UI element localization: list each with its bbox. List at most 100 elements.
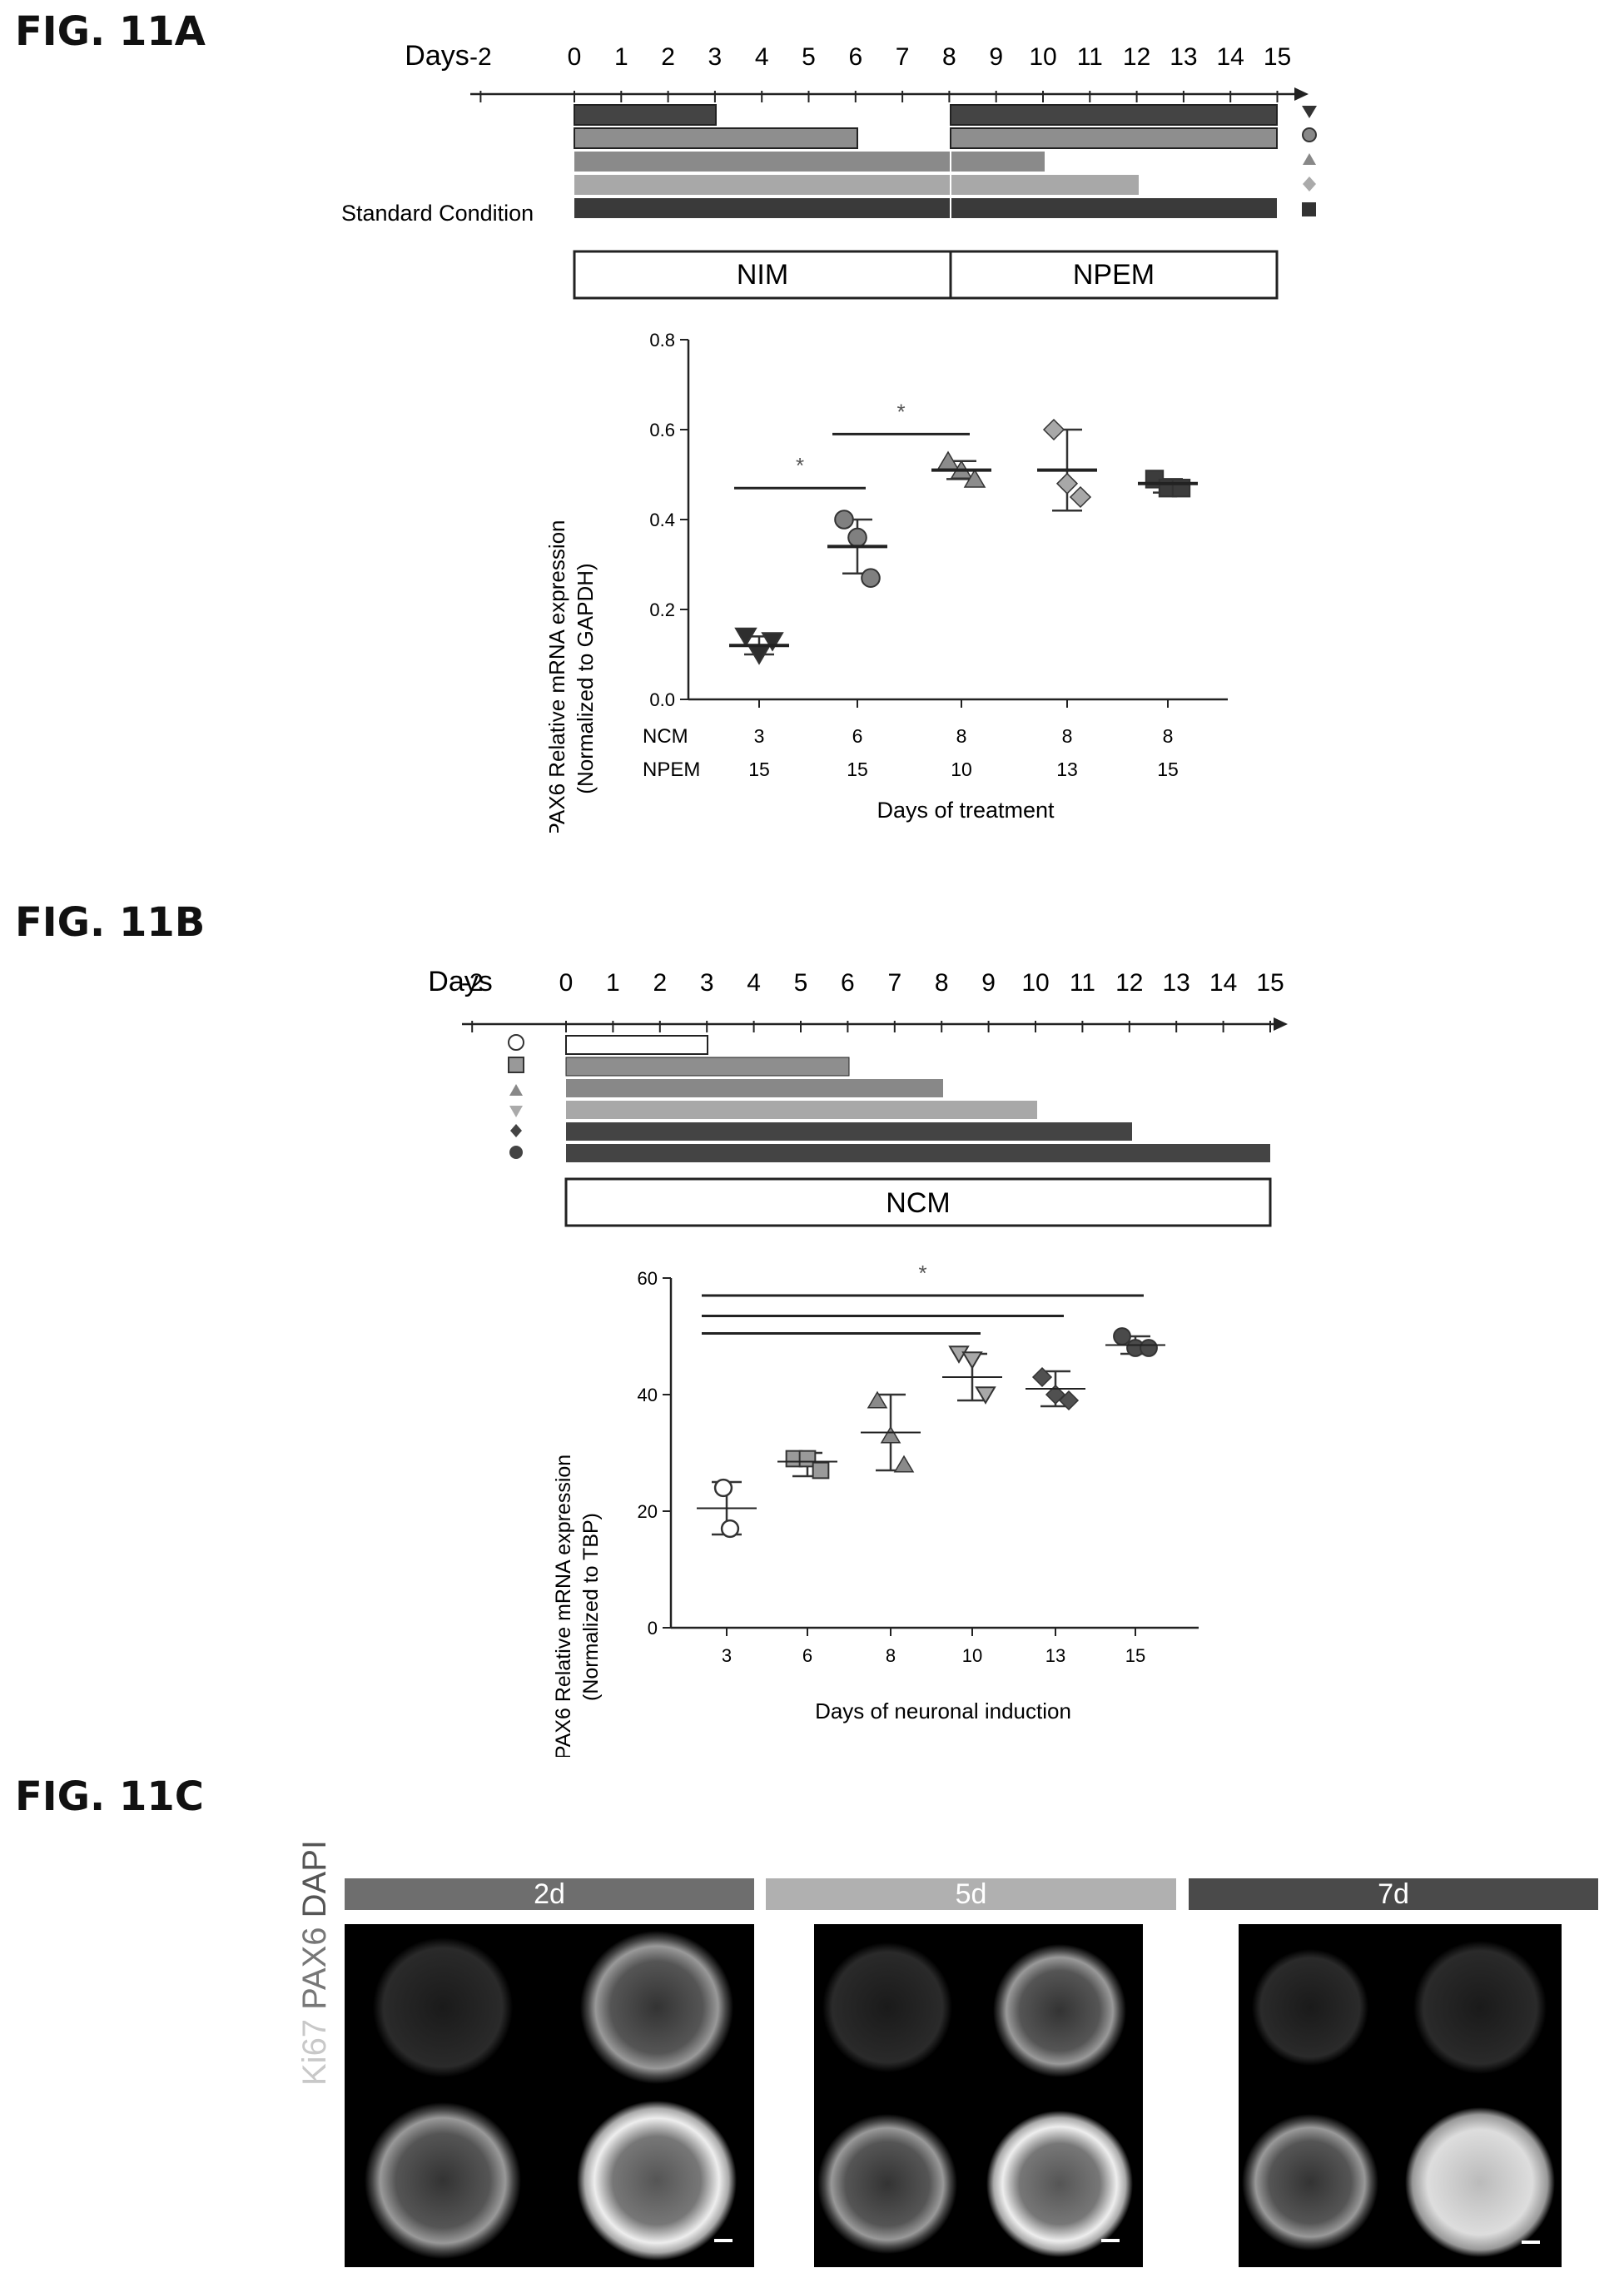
timeline-tick-label: 7: [896, 43, 910, 71]
timeline-tick-label: 14: [1217, 43, 1244, 71]
fig-11a-timeline: -2 0 1 2 3 4 5 6 7 8 9 10 11 12 13 14 15 Days Standard C…: [341, 40, 1317, 300]
x-axis-label: Days of treatment: [877, 798, 1055, 823]
x-tick-label: 10: [962, 1645, 982, 1666]
days-label: Days: [405, 40, 469, 72]
data-point: [720, 1519, 740, 1539]
legend-triangle-down: [1302, 106, 1317, 118]
legend-circle: [1302, 127, 1317, 142]
fig-11a-label: FIG. 11A: [15, 8, 206, 55]
npem-box: [949, 250, 1279, 300]
timeline-tick-label: 8: [935, 969, 949, 997]
legend-diamond: [510, 1124, 522, 1137]
micrograph-panel-2d: [345, 1924, 754, 2267]
npem-value: 15: [1157, 758, 1179, 780]
fig-11b-scatter-chart: PAX6 Relative mRNA expression (Normalize…: [552, 1261, 1199, 1757]
data-point: [1069, 485, 1092, 509]
ncm-row-label: NCM: [643, 725, 688, 748]
timeline-tick-label: 9: [981, 969, 996, 997]
fig-11b-label: FIG. 11B: [15, 899, 206, 946]
legend-triangle-down: [509, 1106, 523, 1117]
bar-8-10: [574, 152, 1045, 172]
data-point: [893, 1455, 915, 1473]
x-tick-label: 8: [886, 1645, 896, 1666]
timeline-tick-label: 12: [1123, 43, 1150, 71]
x-axis-label: Days of neuronal induction: [815, 1699, 1071, 1723]
x-tick-label: 3: [722, 1645, 732, 1666]
bar-standard: [574, 198, 1277, 218]
x-tick-label: 6: [802, 1645, 812, 1666]
condition-header-2d: 2d: [345, 1878, 754, 1910]
ncm-label: NCM: [886, 1187, 950, 1219]
timeline-tick-label: 6: [848, 43, 862, 71]
data-point: [1113, 1327, 1131, 1345]
data-group: [697, 1478, 757, 1539]
timeline-tick-label: 7: [887, 969, 901, 997]
timeline-tick-label: 2: [653, 969, 667, 997]
ncm-value: 8: [956, 725, 967, 747]
y-tick-label: 0.0: [649, 689, 675, 710]
data-point: [1140, 1339, 1158, 1357]
condition-header-5d: 5d: [766, 1878, 1176, 1910]
data-point: [847, 527, 867, 548]
data-group: [942, 1345, 1002, 1405]
data-point: [798, 1450, 817, 1468]
micrograph-panel-5d: [814, 1924, 1143, 2267]
y-tick-label: 20: [638, 1501, 658, 1522]
data-point: [1055, 472, 1079, 495]
y-axis-label: PAX6 Relative mRNA expression: [552, 1455, 575, 1757]
standard-condition-label: Standard Condition: [341, 201, 534, 226]
timeline-tick-label: 13: [1163, 969, 1190, 997]
x-tick-label: 13: [1045, 1645, 1065, 1666]
bar-day13: [566, 1122, 1132, 1141]
timeline-tick-label: 1: [606, 969, 620, 997]
data-point: [761, 632, 784, 652]
y-axis-label-sub: (Normalized to GAPDH): [573, 563, 598, 793]
timeline-tick-label: 13: [1170, 43, 1197, 71]
ncm-value: 6: [852, 725, 863, 747]
data-point: [812, 1461, 830, 1480]
timeline-tick-label: 3: [708, 43, 723, 71]
condition-header-7d: 7d: [1189, 1878, 1598, 1910]
y-tick-label: 0.6: [649, 420, 675, 440]
data-group: [777, 1450, 837, 1480]
data-group: [729, 627, 789, 665]
significance-asterisk: *: [918, 1261, 926, 1286]
data-point: [880, 1425, 901, 1444]
legend-diamond: [1303, 177, 1316, 191]
stain-pax6: PAX6: [296, 1927, 333, 2010]
legend-triangle-up: [509, 1084, 523, 1096]
timeline-tick-label: 4: [747, 969, 761, 997]
timeline-tick-label: 4: [755, 43, 769, 71]
legend-circle-open: [508, 1034, 524, 1051]
data-point: [734, 627, 757, 648]
stain-dapi: DAPI: [296, 1840, 333, 1918]
data-group: [1037, 418, 1097, 512]
y-tick-label: 0: [648, 1618, 658, 1639]
nim-label: NIM: [737, 259, 788, 291]
data-point: [961, 1351, 983, 1370]
data-group: [861, 1390, 921, 1473]
days-label-b: Days: [428, 966, 492, 997]
data-point: [834, 510, 854, 530]
timeline-tick-label: 6: [841, 969, 855, 997]
timeline-tick-label: 0: [568, 43, 582, 71]
ncm-value: 8: [1062, 725, 1073, 747]
timeline-tick-label: 10: [1021, 969, 1049, 997]
data-group: [1105, 1327, 1165, 1357]
timeline-tick-label: 5: [794, 969, 808, 997]
data-group: [1138, 470, 1198, 498]
npem-value: 10: [951, 758, 972, 780]
y-tick-label: 0.4: [649, 510, 675, 530]
ncm-value: 3: [754, 725, 765, 747]
timeline-tick-label: 3: [700, 969, 714, 997]
legend-triangle-up: [1303, 153, 1316, 165]
fig-11c-label: FIG. 11C: [15, 1773, 205, 1820]
data-point: [1031, 1366, 1053, 1388]
fig-11b-timeline: -2 0 1 2 3 4 5 6 7 8 9 10 11 12 13 14 15 Days NCM: [428, 966, 1288, 1227]
nim-box: [573, 250, 952, 300]
y-axis-label: PAX6 Relative mRNA expression: [544, 520, 569, 833]
data-point: [861, 568, 881, 589]
data-point: [1042, 418, 1065, 441]
data-point: [963, 469, 986, 488]
y-tick-label: 60: [638, 1268, 658, 1289]
